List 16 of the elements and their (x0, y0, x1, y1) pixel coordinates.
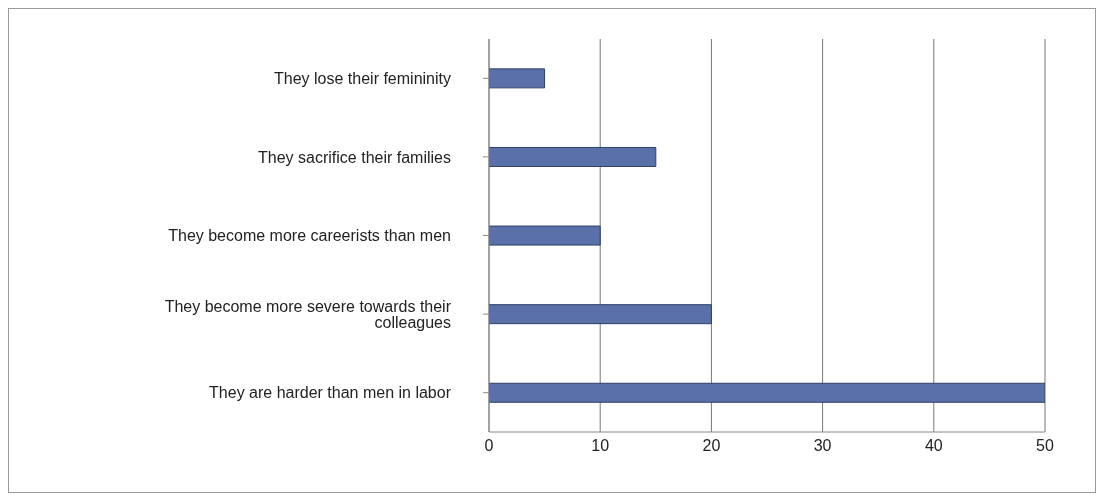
y-tick-label: They become more severe towards their colleagues (164, 297, 452, 331)
y-tick-label: They are harder than men in labor (209, 384, 452, 402)
bar (489, 382, 1045, 403)
bar (489, 225, 601, 246)
x-tick-label: 40 (924, 437, 943, 455)
y-tick-label: They lose their femininity (274, 69, 451, 87)
y-tick-label: They become more careerists than men (168, 227, 451, 245)
bar (489, 146, 657, 167)
y-tick-label: They sacrifice their families (258, 148, 451, 166)
bar (489, 304, 712, 325)
x-tick-label: 20 (702, 437, 721, 455)
x-tick-label: 50 (1036, 437, 1054, 455)
x-tick-label: 10 (591, 437, 610, 455)
x-tick-label: 0 (484, 437, 494, 455)
bar (489, 68, 546, 89)
x-tick-label: 30 (813, 437, 832, 455)
